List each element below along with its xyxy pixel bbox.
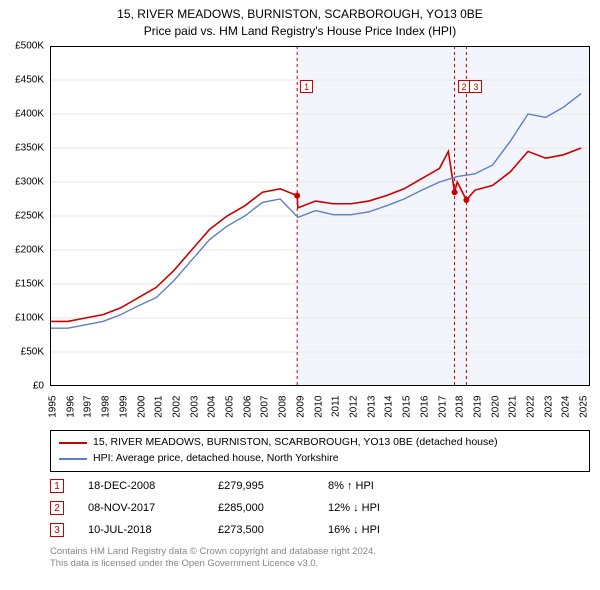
x-tick-label: 2005 <box>225 396 236 418</box>
x-tick-label: 2010 <box>313 396 324 418</box>
y-tick-label: £450K <box>15 75 44 86</box>
event-row: 1 18-DEC-2008£279,9958% ↑ HPI <box>50 475 590 497</box>
event-price: £273,500 <box>218 524 328 536</box>
title-line1: 15, RIVER MEADOWS, BURNISTON, SCARBOROUG… <box>0 6 600 23</box>
footer-line1: Contains HM Land Registry data © Crown c… <box>50 546 376 558</box>
x-tick-label: 2002 <box>171 396 182 418</box>
legend-swatch <box>59 442 87 444</box>
legend-label: HPI: Average price, detached house, Nort… <box>93 451 339 467</box>
event-row: 2 08-NOV-2017£285,00012% ↓ HPI <box>50 497 590 519</box>
event-number-marker: 2 <box>50 501 64 515</box>
x-tick-label: 2013 <box>366 396 377 418</box>
legend-swatch <box>59 458 87 460</box>
x-tick-label: 1997 <box>83 396 94 418</box>
x-axis: 1995 1996 1997 1998 1999 2000 2001 2002 2003 2004… <box>50 388 590 428</box>
legend-label: 15, RIVER MEADOWS, BURNISTON, SCARBOROUG… <box>93 435 498 451</box>
y-tick-label: £200K <box>15 245 44 256</box>
event-price: £279,995 <box>218 480 328 492</box>
footer: Contains HM Land Registry data © Crown c… <box>50 546 376 571</box>
x-tick-label: 1996 <box>65 396 76 418</box>
event-row: 3 10-JUL-2018£273,50016% ↓ HPI <box>50 519 590 541</box>
x-tick-label: 2000 <box>136 396 147 418</box>
y-tick-label: £100K <box>15 313 44 324</box>
footer-line2: This data is licensed under the Open Gov… <box>50 558 376 570</box>
y-tick-label: £150K <box>15 279 44 290</box>
event-table: 1 18-DEC-2008£279,9958% ↑ HPI 2 08-NOV-2017… <box>50 475 590 541</box>
y-tick-label: £50K <box>21 347 44 358</box>
y-tick-label: £300K <box>15 177 44 188</box>
x-tick-label: 2017 <box>437 396 448 418</box>
x-tick-label: 1998 <box>101 396 112 418</box>
event-marker-1: 1 <box>300 80 313 93</box>
x-tick-label: 2025 <box>579 396 590 418</box>
x-tick-label: 2020 <box>490 396 501 418</box>
x-tick-label: 2003 <box>189 396 200 418</box>
x-tick-label: 2004 <box>207 396 218 418</box>
legend-row: HPI: Average price, detached house, Nort… <box>59 451 581 467</box>
x-tick-label: 2018 <box>455 396 466 418</box>
x-tick-label: 2009 <box>295 396 306 418</box>
y-tick-label: £400K <box>15 109 44 120</box>
x-tick-label: 2011 <box>331 396 342 418</box>
x-tick-label: 1999 <box>118 396 129 418</box>
x-tick-label: 2007 <box>260 396 271 418</box>
y-axis: £0£50K£100K£150K£200K£250K£300K£350K£400… <box>0 46 48 386</box>
event-number-marker: 3 <box>50 523 64 537</box>
legend-row: 15, RIVER MEADOWS, BURNISTON, SCARBOROUG… <box>59 435 581 451</box>
y-tick-label: £350K <box>15 143 44 154</box>
x-tick-label: 2014 <box>384 396 395 418</box>
x-tick-label: 1995 <box>48 396 59 418</box>
x-tick-label: 2001 <box>154 396 165 418</box>
x-tick-label: 2023 <box>543 396 554 418</box>
x-tick-label: 2021 <box>508 396 519 418</box>
event-number-marker: 1 <box>50 479 64 493</box>
x-tick-label: 2015 <box>402 396 413 418</box>
event-date: 10-JUL-2018 <box>88 524 218 536</box>
event-date: 08-NOV-2017 <box>88 502 218 514</box>
legend: 15, RIVER MEADOWS, BURNISTON, SCARBOROUG… <box>50 430 590 472</box>
event-delta: 12% ↓ HPI <box>328 502 448 514</box>
chart-svg <box>50 46 590 386</box>
event-delta: 16% ↓ HPI <box>328 524 448 536</box>
event-marker-3: 3 <box>469 80 482 93</box>
y-tick-label: £250K <box>15 211 44 222</box>
x-tick-label: 2008 <box>278 396 289 418</box>
event-delta: 8% ↑ HPI <box>328 480 448 492</box>
x-tick-label: 2019 <box>472 396 483 418</box>
chart-plot-area: 123 <box>50 46 590 386</box>
x-tick-label: 2024 <box>561 396 572 418</box>
title-line2: Price paid vs. HM Land Registry's House … <box>0 23 600 40</box>
x-tick-label: 2016 <box>419 396 430 418</box>
event-date: 18-DEC-2008 <box>88 480 218 492</box>
x-tick-label: 2006 <box>242 396 253 418</box>
x-tick-label: 2022 <box>526 396 537 418</box>
event-price: £285,000 <box>218 502 328 514</box>
chart-container: 15, RIVER MEADOWS, BURNISTON, SCARBOROUG… <box>0 0 600 590</box>
y-tick-label: £0 <box>33 381 44 392</box>
title-block: 15, RIVER MEADOWS, BURNISTON, SCARBOROUG… <box>0 0 600 40</box>
y-tick-label: £500K <box>15 41 44 52</box>
x-tick-label: 2012 <box>348 396 359 418</box>
